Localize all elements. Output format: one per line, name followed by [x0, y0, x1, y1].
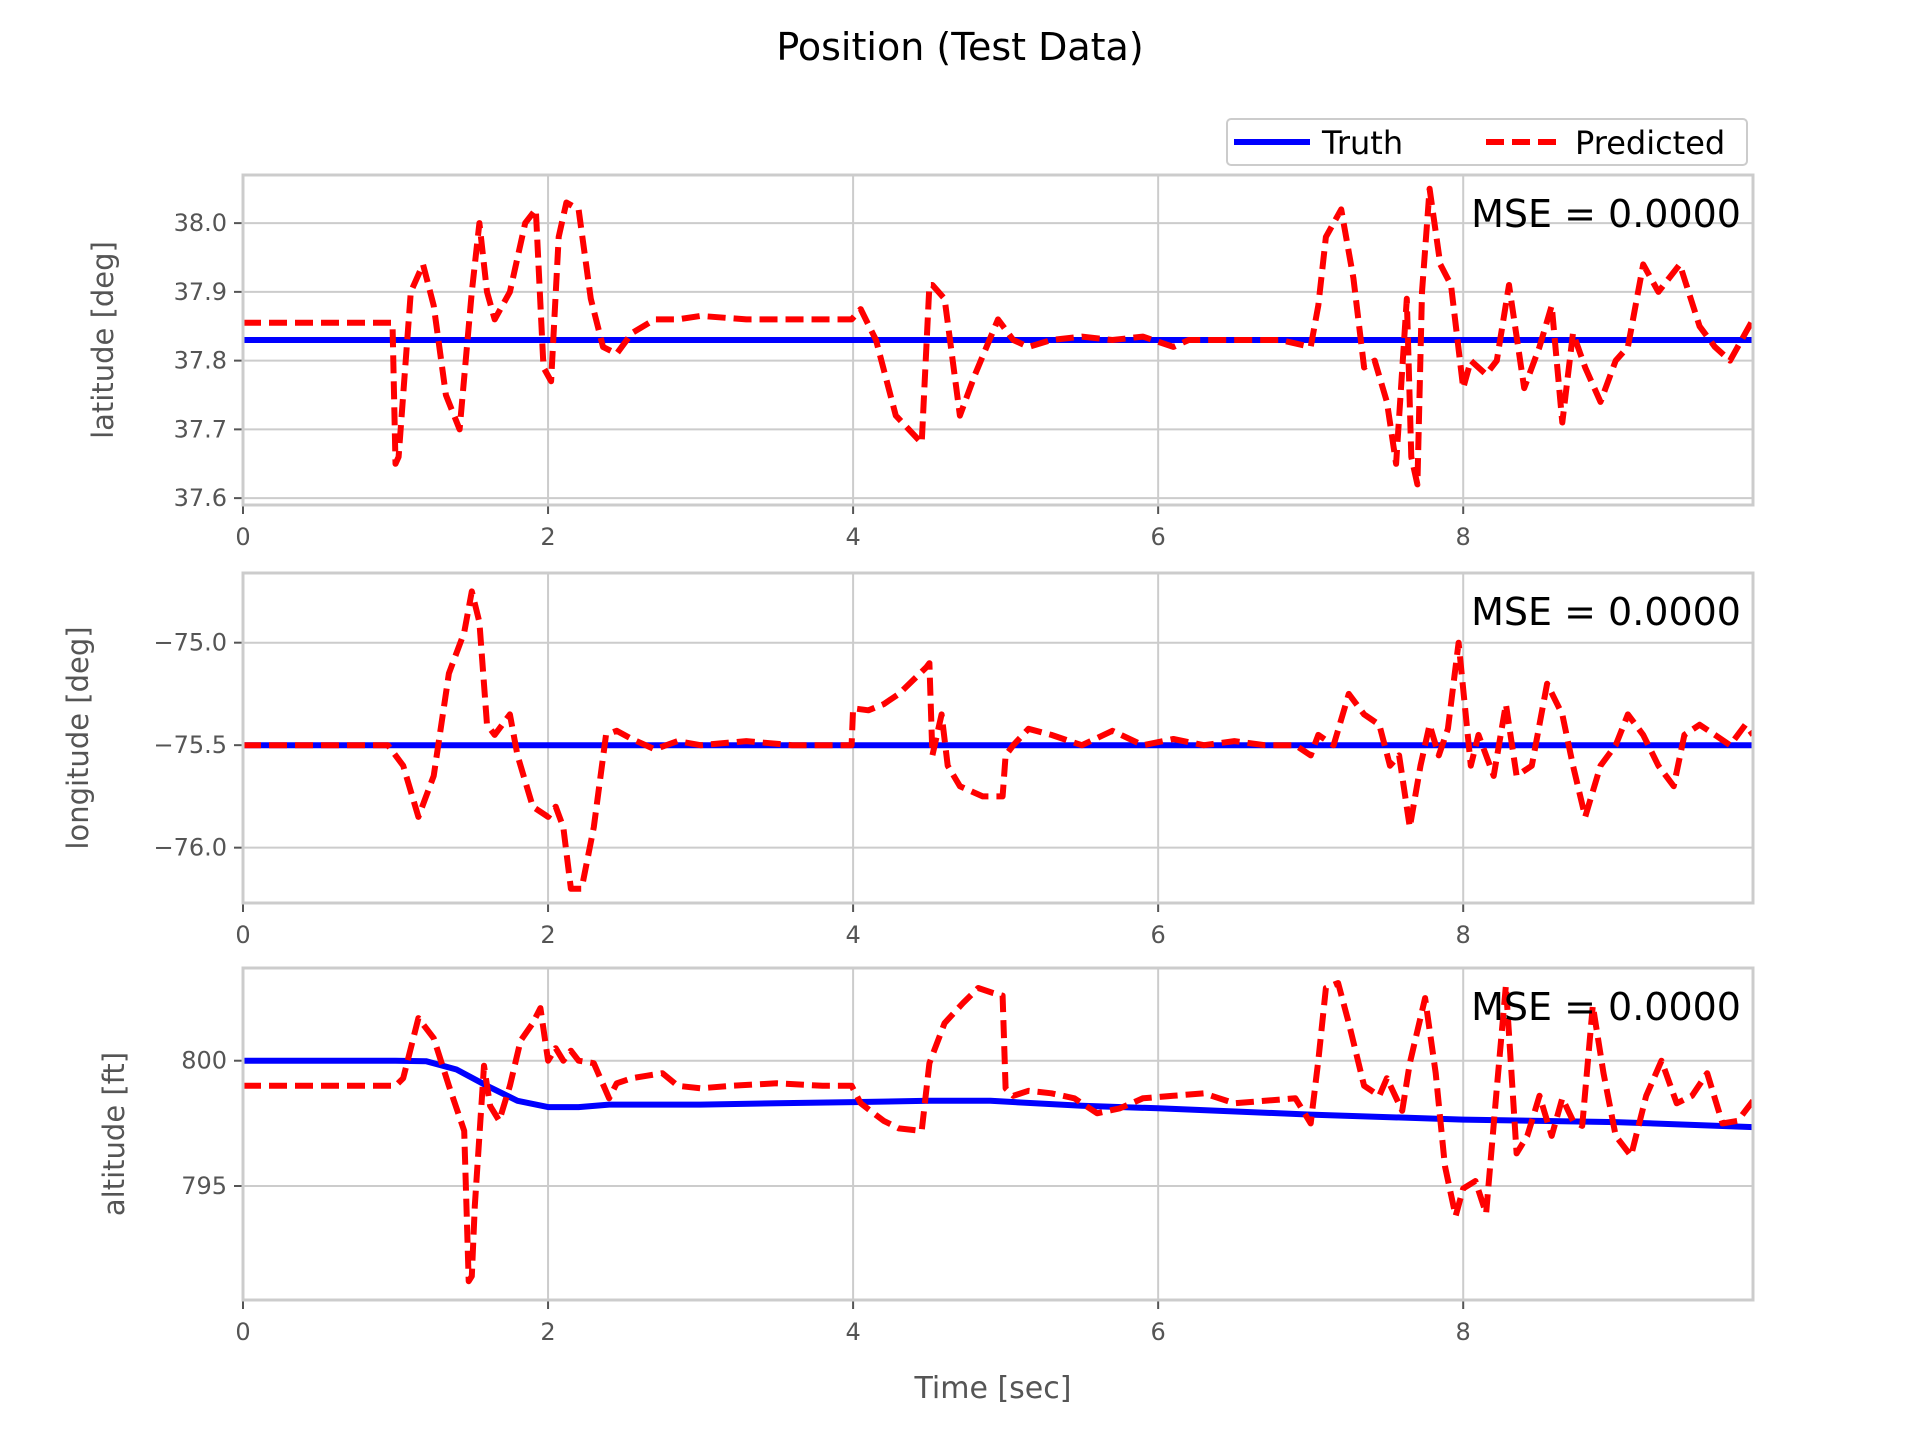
- longitude-xtick-label: 4: [845, 921, 860, 949]
- latitude-ytick-label: 38.0: [174, 209, 227, 237]
- longitude-y-axis-label: longitude [deg]: [61, 626, 95, 849]
- altitude-mse-annotation: MSE = 0.0000: [1471, 985, 1741, 1029]
- legend: Truth Predicted: [1226, 118, 1748, 166]
- longitude-xtick-label: 0: [235, 921, 250, 949]
- figure-title: Position (Test Data): [776, 25, 1143, 69]
- altitude-xtick-label: 4: [845, 1318, 860, 1346]
- longitude-mse-annotation: MSE = 0.0000: [1471, 590, 1741, 634]
- latitude-xtick-label: 2: [540, 523, 555, 551]
- altitude-axes-frame: [241, 966, 1755, 1302]
- legend-predicted-label: Predicted: [1575, 124, 1725, 162]
- latitude-ytick-label: 37.9: [174, 278, 227, 306]
- altitude-truth-line: [243, 1057, 1753, 1131]
- latitude-predicted-line: [243, 185, 1753, 488]
- altitude-ytick-label: 795: [181, 1172, 227, 1200]
- longitude-xtick-label: 6: [1151, 921, 1166, 949]
- longitude-xtick-label: 8: [1456, 921, 1471, 949]
- altitude-panel: 0 2 4 6 8 795 800 altitude [ft] MSE = 0.0000: [97, 966, 1755, 1346]
- latitude-xtick-label: 6: [1151, 523, 1166, 551]
- latitude-xtick-label: 0: [235, 523, 250, 551]
- altitude-xtick-label: 2: [540, 1318, 555, 1346]
- longitude-xtick-label: 2: [540, 921, 555, 949]
- altitude-ytick-label: 800: [181, 1047, 227, 1075]
- latitude-xtick-label: 8: [1456, 523, 1471, 551]
- altitude-predicted-line: [243, 980, 1753, 1285]
- altitude-xtick-label: 6: [1151, 1318, 1166, 1346]
- latitude-mse-annotation: MSE = 0.0000: [1471, 192, 1741, 236]
- longitude-ytick-label: −76.0: [153, 834, 227, 862]
- longitude-predicted-line: [243, 588, 1753, 892]
- latitude-ytick-label: 37.7: [174, 415, 227, 443]
- longitude-ytick-label: −75.5: [153, 731, 227, 759]
- legend-truth-label: Truth: [1321, 124, 1403, 162]
- latitude-panel: 0 2 4 6 8 37.6 37.7 37.8 37.9 38.0 latitude [deg] M…: [86, 173, 1755, 551]
- latitude-xtick-label: 4: [845, 523, 860, 551]
- altitude-y-axis-label: altitude [ft]: [97, 1052, 131, 1216]
- longitude-panel: 0 2 4 6 8 −76.0 −75.5 −75.0 longitude [deg] MSE =…: [61, 571, 1755, 949]
- altitude-xtick-label: 0: [235, 1318, 250, 1346]
- latitude-ytick-label: 37.6: [174, 484, 227, 512]
- latitude-axes-frame: [241, 173, 1755, 507]
- altitude-xtick-label: 8: [1456, 1318, 1471, 1346]
- longitude-axes-frame: [241, 571, 1755, 905]
- x-axis-label: Time [sec]: [914, 1371, 1072, 1406]
- longitude-ytick-label: −75.0: [153, 629, 227, 657]
- latitude-y-axis-label: latitude [deg]: [86, 241, 120, 439]
- latitude-ytick-label: 37.8: [174, 347, 227, 375]
